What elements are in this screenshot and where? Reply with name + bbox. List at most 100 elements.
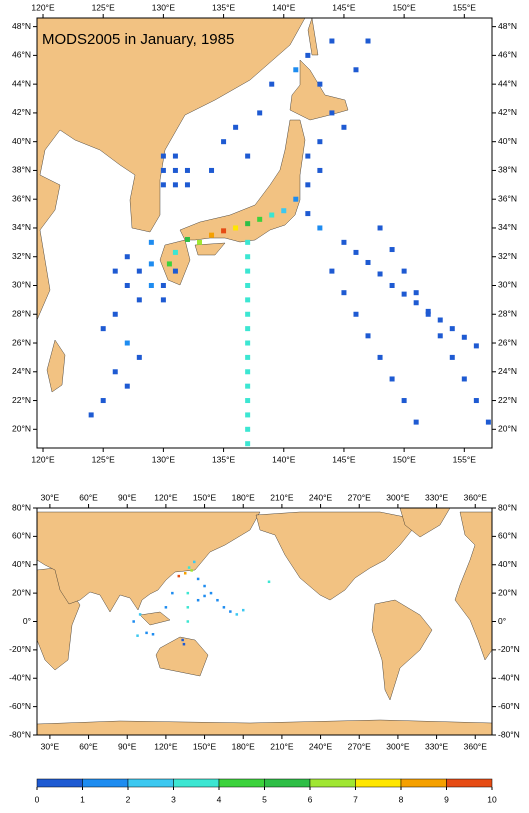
obs-cell [235,613,239,616]
lat-tick-label: -40°N [498,673,520,683]
obs-cell [184,167,190,173]
lon-tick-label: 330°E [425,741,449,751]
lat-tick-label: 32°N [12,251,31,261]
obs-cell [293,196,299,202]
obs-cell [245,282,251,288]
obs-cell [124,282,130,288]
bottom-cells [132,560,271,646]
obs-cell [437,317,443,323]
lat-tick-label: 46°N [12,50,31,60]
obs-cell [184,236,190,242]
obs-cell [136,354,142,360]
colorbar-label: 2 [126,794,131,804]
lat-tick-label: -20°N [498,644,520,654]
lat-tick-label: 48°N [498,21,517,31]
lon-tick-label: 145°E [332,454,356,464]
obs-cell [160,282,166,288]
obs-cell [353,311,359,317]
lat-tick-label: 28°N [12,309,31,319]
obs-cell [112,369,118,375]
lon-tick-label: 150°E [392,2,416,12]
obs-cell [193,560,196,564]
lon-tick-label: 330°E [425,492,449,502]
obs-cell [209,232,215,238]
obs-cell [172,167,178,173]
lon-tick-label: 140°E [272,2,296,12]
obs-cell [245,340,251,346]
lat-tick-label: -60°N [498,701,520,711]
colorbar-segment [36,778,83,788]
obs-cell [305,182,311,188]
obs-cell [186,591,190,595]
lat-tick-label: 40°N [498,559,517,569]
obs-cell [341,290,347,296]
lon-tick-label: 125°E [92,454,116,464]
lat-tick-label: 80°N [498,502,517,512]
lat-tick-label: 30°N [498,280,517,290]
obs-cell [305,211,311,217]
obs-cell [136,268,142,274]
obs-cell [305,52,311,58]
obs-cell [160,167,166,173]
obs-cell [437,333,443,339]
obs-cell [269,81,275,87]
obs-cell [461,334,467,340]
lat-tick-label: 36°N [12,193,31,203]
lon-tick-label: 240°E [309,741,333,751]
obs-cell [177,574,181,578]
lon-tick-label: 210°E [270,741,294,751]
colorbar-segment [127,778,174,788]
lon-tick-label: 120°E [31,454,55,464]
obs-cell [197,239,202,245]
colorbar-segment [82,778,129,788]
obs-cell [229,610,232,613]
obs-cell [209,167,215,173]
obs-cell [485,419,491,425]
colorbar-label: 7 [353,794,358,804]
obs-cell [341,124,347,130]
lon-tick-label: 360°E [464,741,488,751]
obs-cell [473,343,479,349]
obs-cell [245,412,251,418]
lon-tick-label: 130°E [152,2,176,12]
lon-tick-label: 125°E [92,2,116,12]
lat-tick-label: 30°N [12,280,31,290]
lon-tick-label: 150°E [193,741,217,751]
obs-cell [186,606,190,609]
obs-cell [160,153,166,159]
obs-cell [88,412,94,418]
obs-cell [100,398,106,404]
obs-cell [413,290,419,296]
lat-tick-label: 44°N [498,78,517,88]
obs-cell [245,398,251,404]
obs-cell [305,153,311,159]
lat-tick-label: 0° [498,616,506,626]
colorbar-segment [218,778,265,788]
top-land [37,18,349,393]
obs-cell [401,268,407,274]
obs-cell [341,239,347,245]
lon-tick-label: 135°E [212,454,236,464]
obs-cell [245,221,251,227]
obs-cell [245,441,251,447]
obs-cell [196,598,200,602]
colorbar-label: 10 [487,794,497,804]
obs-cell [389,282,395,288]
obs-cell [233,124,239,130]
obs-cell [112,311,118,317]
obs-cell [245,254,251,260]
obs-cell [413,419,419,425]
obs-cell [132,620,135,623]
obs-cell [413,300,419,306]
obs-cell [461,376,467,382]
lon-tick-label: 145°E [332,2,356,12]
obs-cell [389,247,395,253]
obs-cell [245,383,251,389]
obs-cell [148,239,154,245]
obs-cell [148,282,154,288]
obs-cell [473,398,479,404]
lon-tick-label: 120°E [154,741,178,751]
obs-cell [216,598,219,602]
obs-cell [136,634,139,637]
